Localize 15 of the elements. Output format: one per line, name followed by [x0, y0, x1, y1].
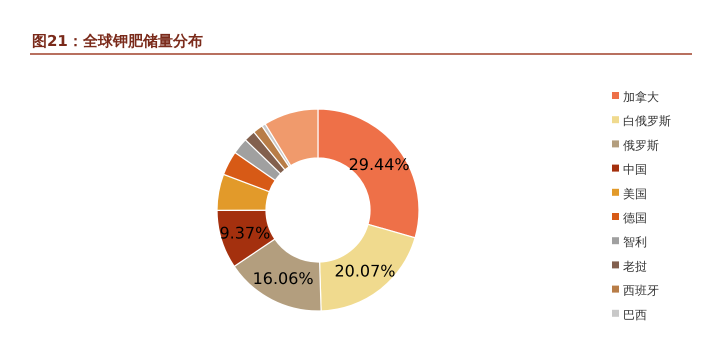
legend-label: 智利 [623, 235, 647, 250]
legend-label: 俄罗斯 [623, 138, 659, 152]
legend-label: 白俄罗斯 [623, 114, 671, 128]
data-label: 29.44% [348, 154, 410, 174]
legend-label: 老挝 [623, 259, 647, 274]
legend-label: 德国 [623, 211, 647, 225]
legend-label: 巴西 [623, 308, 647, 322]
legend-label: 西班牙 [623, 284, 659, 298]
data-label: 16.06% [252, 269, 314, 288]
chart-title: 图21：全球钾肥储量分布 [32, 32, 203, 50]
data-label: 9.37% [219, 223, 270, 242]
legend-label: 中国 [623, 162, 647, 177]
data-label: 20.07% [334, 261, 396, 280]
legend-label: 加拿大 [623, 90, 659, 104]
legend-label: 美国 [623, 186, 647, 201]
